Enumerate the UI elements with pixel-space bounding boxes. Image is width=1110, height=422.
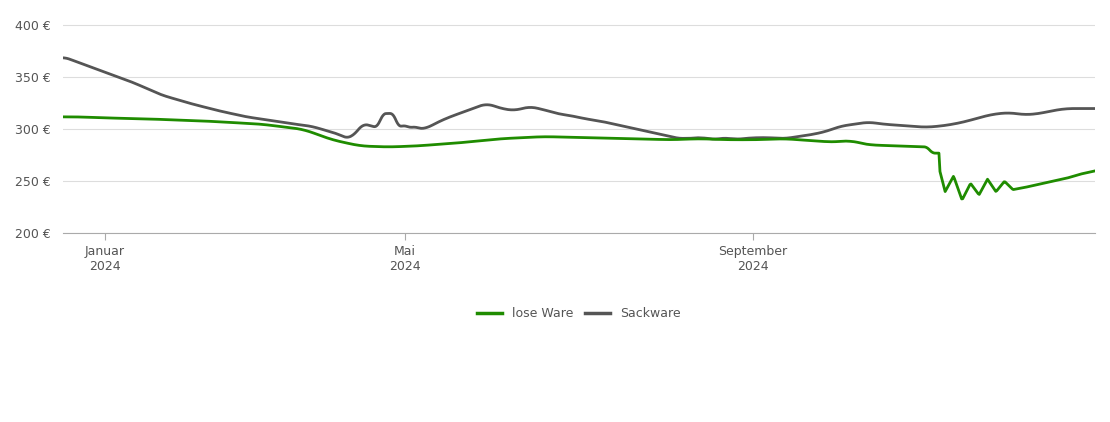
- Legend: lose Ware, Sackware: lose Ware, Sackware: [472, 302, 686, 325]
